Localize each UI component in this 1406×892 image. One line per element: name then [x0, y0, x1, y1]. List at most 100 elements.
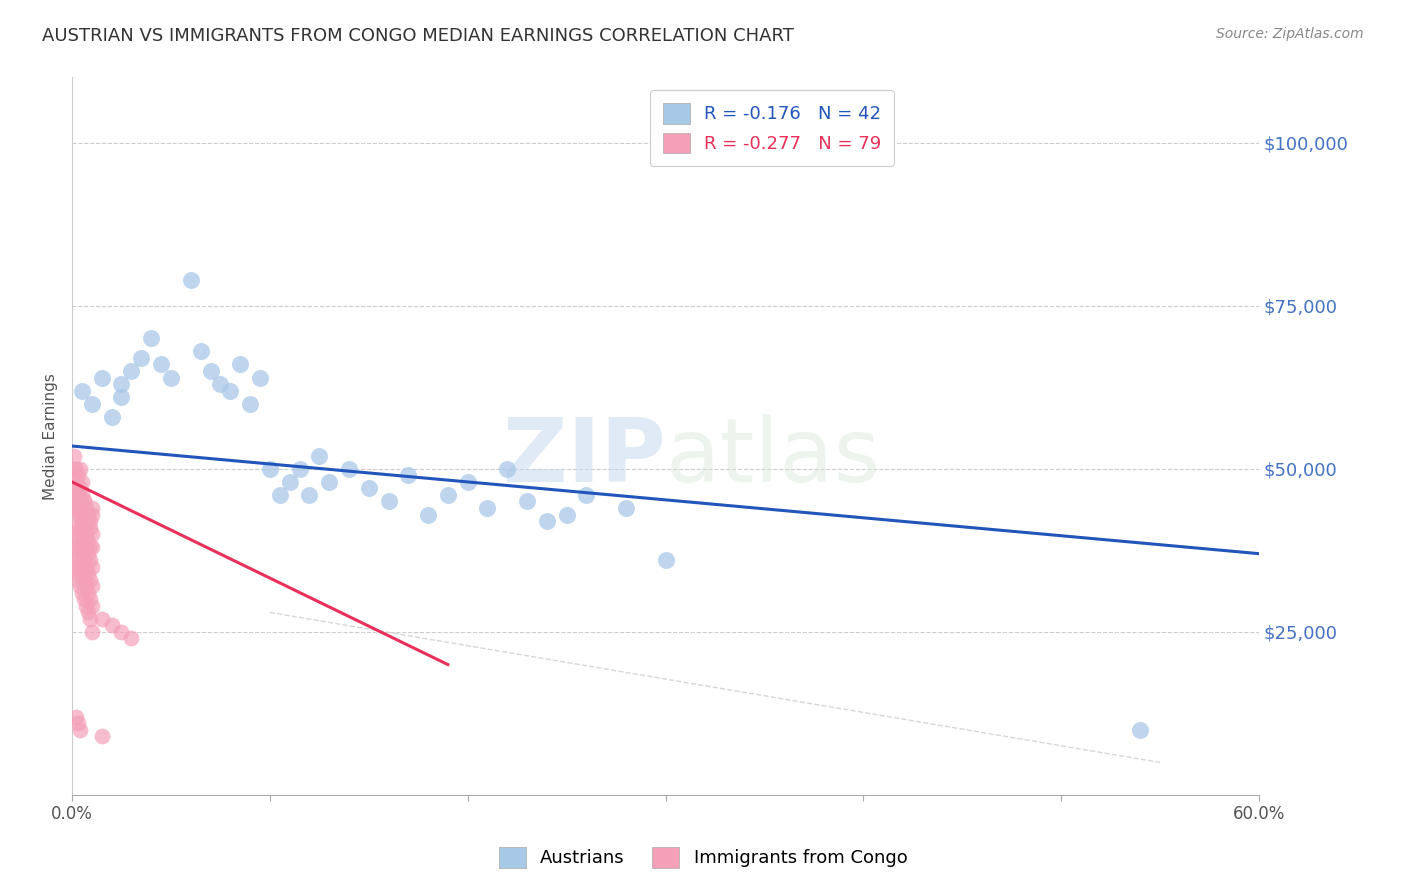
Point: [70, 547, 93, 561]
Point: [120, 364, 142, 378]
Point: [79, 573, 101, 587]
Point: [66, 508, 89, 522]
Point: [66, 573, 89, 587]
Point: [614, 501, 637, 516]
Point: [516, 494, 538, 508]
Point: [337, 462, 360, 476]
Point: [150, 358, 173, 372]
Point: [75, 599, 97, 613]
Point: [79, 612, 101, 626]
Point: [80, 624, 103, 639]
Point: [75, 579, 97, 593]
Point: [80, 527, 103, 541]
Point: [76, 606, 98, 620]
Point: [73, 573, 96, 587]
Point: [269, 488, 291, 502]
Point: [73, 494, 96, 508]
Point: [575, 488, 598, 502]
Legend: Austrians, Immigrants from Congo: Austrians, Immigrants from Congo: [488, 836, 918, 879]
Point: [536, 514, 558, 528]
Point: [69, 559, 91, 574]
Point: [65, 547, 87, 561]
Point: [69, 508, 91, 522]
Point: [66, 553, 89, 567]
Point: [70, 488, 93, 502]
Point: [69, 579, 91, 593]
Point: [69, 482, 91, 496]
Point: [70, 527, 93, 541]
Point: [396, 468, 419, 483]
Point: [496, 462, 519, 476]
Point: [477, 501, 499, 516]
Point: [65, 462, 87, 476]
Point: [80, 559, 103, 574]
Point: [66, 488, 89, 502]
Point: [63, 559, 86, 574]
Text: ZIP: ZIP: [503, 414, 665, 501]
Point: [90, 612, 112, 626]
Point: [66, 716, 89, 731]
Point: [76, 586, 98, 600]
Point: [73, 592, 96, 607]
Point: [160, 370, 183, 384]
Point: [65, 475, 87, 489]
Point: [80, 540, 103, 554]
Point: [66, 501, 89, 516]
Point: [73, 553, 96, 567]
Point: [229, 358, 252, 372]
Point: [69, 462, 91, 476]
Point: [63, 449, 86, 463]
Point: [219, 384, 242, 398]
Point: [76, 514, 98, 528]
Point: [65, 566, 87, 581]
Point: [298, 488, 321, 502]
Point: [75, 540, 97, 554]
Point: [239, 397, 262, 411]
Text: atlas: atlas: [665, 414, 880, 501]
Point: [63, 482, 86, 496]
Text: Source: ZipAtlas.com: Source: ZipAtlas.com: [1216, 27, 1364, 41]
Point: [80, 397, 103, 411]
Point: [75, 508, 97, 522]
Point: [437, 488, 460, 502]
Point: [69, 540, 91, 554]
Point: [79, 514, 101, 528]
Point: [65, 501, 87, 516]
Point: [200, 364, 222, 378]
Point: [69, 520, 91, 534]
Point: [80, 501, 103, 516]
Point: [377, 494, 399, 508]
Point: [180, 273, 202, 287]
Point: [75, 559, 97, 574]
Point: [66, 533, 89, 548]
Point: [73, 494, 96, 508]
Point: [80, 508, 103, 522]
Point: [65, 527, 87, 541]
Point: [63, 494, 86, 508]
Point: [76, 547, 98, 561]
Text: AUSTRIAN VS IMMIGRANTS FROM CONGO MEDIAN EARNINGS CORRELATION CHART: AUSTRIAN VS IMMIGRANTS FROM CONGO MEDIAN…: [42, 27, 794, 45]
Point: [141, 331, 163, 345]
Point: [129, 351, 152, 365]
Point: [120, 632, 142, 646]
Point: [249, 370, 271, 384]
Point: [110, 377, 132, 392]
Point: [79, 540, 101, 554]
Point: [90, 730, 112, 744]
Point: [70, 384, 93, 398]
Point: [79, 592, 101, 607]
Point: [457, 475, 479, 489]
Point: [70, 586, 93, 600]
Point: [79, 553, 101, 567]
Point: [209, 377, 232, 392]
Point: [278, 475, 301, 489]
Point: [80, 579, 103, 593]
Point: [75, 501, 97, 516]
Point: [63, 540, 86, 554]
Point: [418, 508, 440, 522]
Point: [190, 344, 212, 359]
Point: [110, 624, 132, 639]
Point: [79, 520, 101, 534]
Point: [357, 482, 380, 496]
Point: [80, 599, 103, 613]
